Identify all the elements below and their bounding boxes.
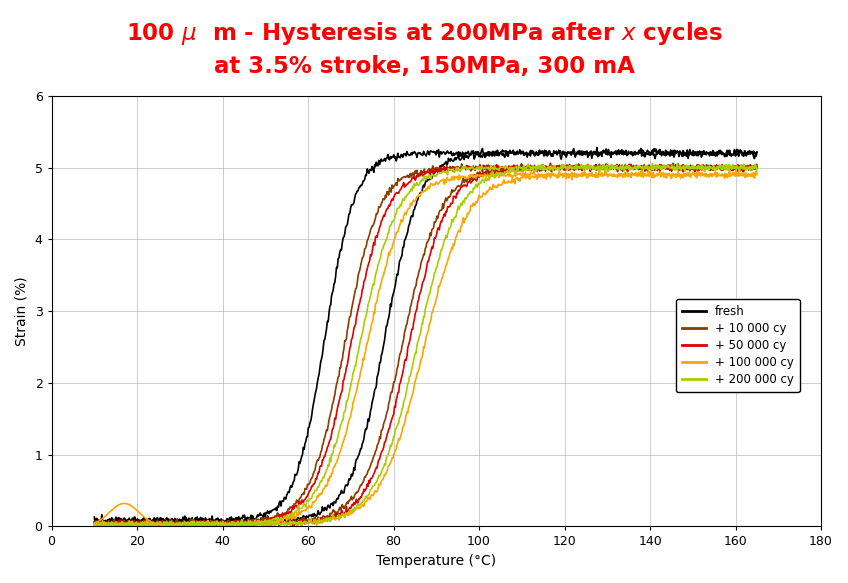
Text: 100 $\mu$  m - Hysteresis at 200MPa after $\mathit{x}$ cycles: 100 $\mu$ m - Hysteresis at 200MPa after… (126, 20, 722, 47)
X-axis label: Temperature (°C): Temperature (°C) (377, 554, 496, 568)
Y-axis label: Strain (%): Strain (%) (15, 276, 29, 346)
Legend: fresh, + 10 000 cy, + 50 000 cy, + 100 000 cy, + 200 000 cy: fresh, + 10 000 cy, + 50 000 cy, + 100 0… (676, 299, 800, 392)
Text: at 3.5% stroke, 150MPa, 300 mA: at 3.5% stroke, 150MPa, 300 mA (214, 55, 634, 78)
